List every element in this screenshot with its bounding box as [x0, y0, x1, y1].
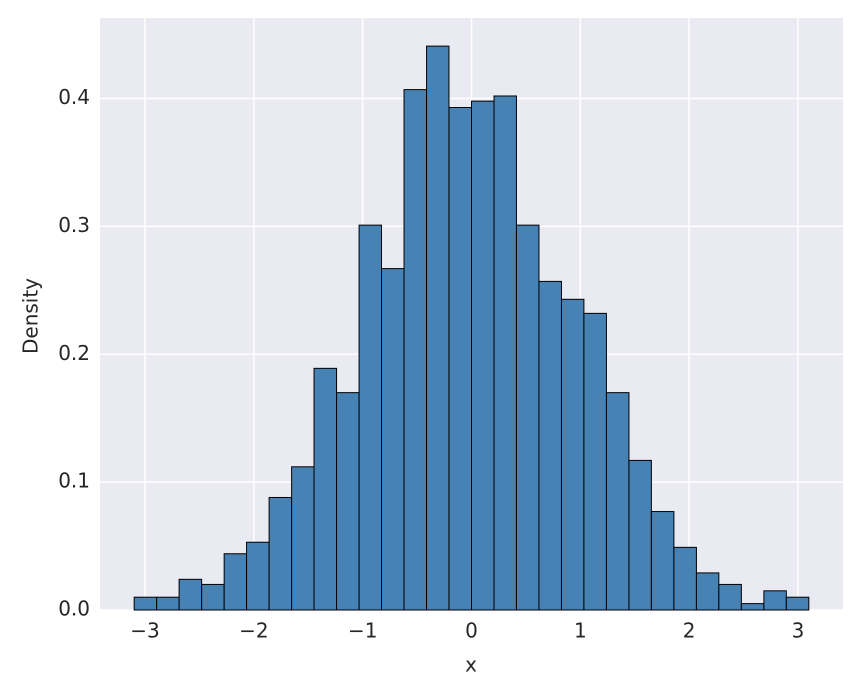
bar	[605, 392, 630, 611]
x-tick-label: −3	[130, 619, 159, 643]
x-axis-label: x	[465, 653, 477, 677]
bar	[673, 546, 697, 611]
bar	[583, 312, 607, 611]
bar	[246, 541, 270, 611]
bar	[763, 590, 787, 611]
bar	[628, 459, 652, 611]
bar	[785, 596, 810, 611]
bar	[448, 107, 472, 611]
y-tick-label: 0.4	[58, 85, 90, 109]
bar	[336, 392, 360, 611]
bar	[718, 583, 742, 611]
x-tick-label: 3	[792, 619, 805, 643]
y-tick-label: 0.1	[58, 469, 90, 493]
bar	[156, 596, 180, 611]
y-tick-label: 0.3	[58, 213, 90, 237]
bar	[740, 603, 765, 611]
x-tick-label: 1	[574, 619, 587, 643]
y-tick-label: 0.0	[58, 597, 90, 621]
x-tick-label: 0	[465, 619, 478, 643]
bar	[291, 466, 315, 611]
bar	[358, 224, 383, 611]
bar	[268, 496, 293, 611]
bar	[538, 280, 562, 611]
bar	[695, 572, 720, 611]
bar	[403, 89, 428, 611]
bar	[471, 100, 495, 611]
x-tick-label: −2	[239, 619, 268, 643]
bar	[201, 583, 225, 611]
bar	[178, 578, 203, 611]
y-axis-label: Density	[19, 278, 43, 354]
bar	[133, 596, 158, 611]
y-tick-label: 0.2	[58, 341, 90, 365]
bar	[223, 553, 248, 611]
bar	[650, 511, 675, 611]
bar	[313, 367, 338, 611]
bar	[426, 45, 450, 611]
x-tick-label: 2	[683, 619, 696, 643]
bar	[381, 268, 405, 611]
bar	[493, 95, 517, 611]
x-tick-label: −1	[348, 619, 377, 643]
bar	[515, 224, 540, 611]
bar	[560, 298, 585, 611]
